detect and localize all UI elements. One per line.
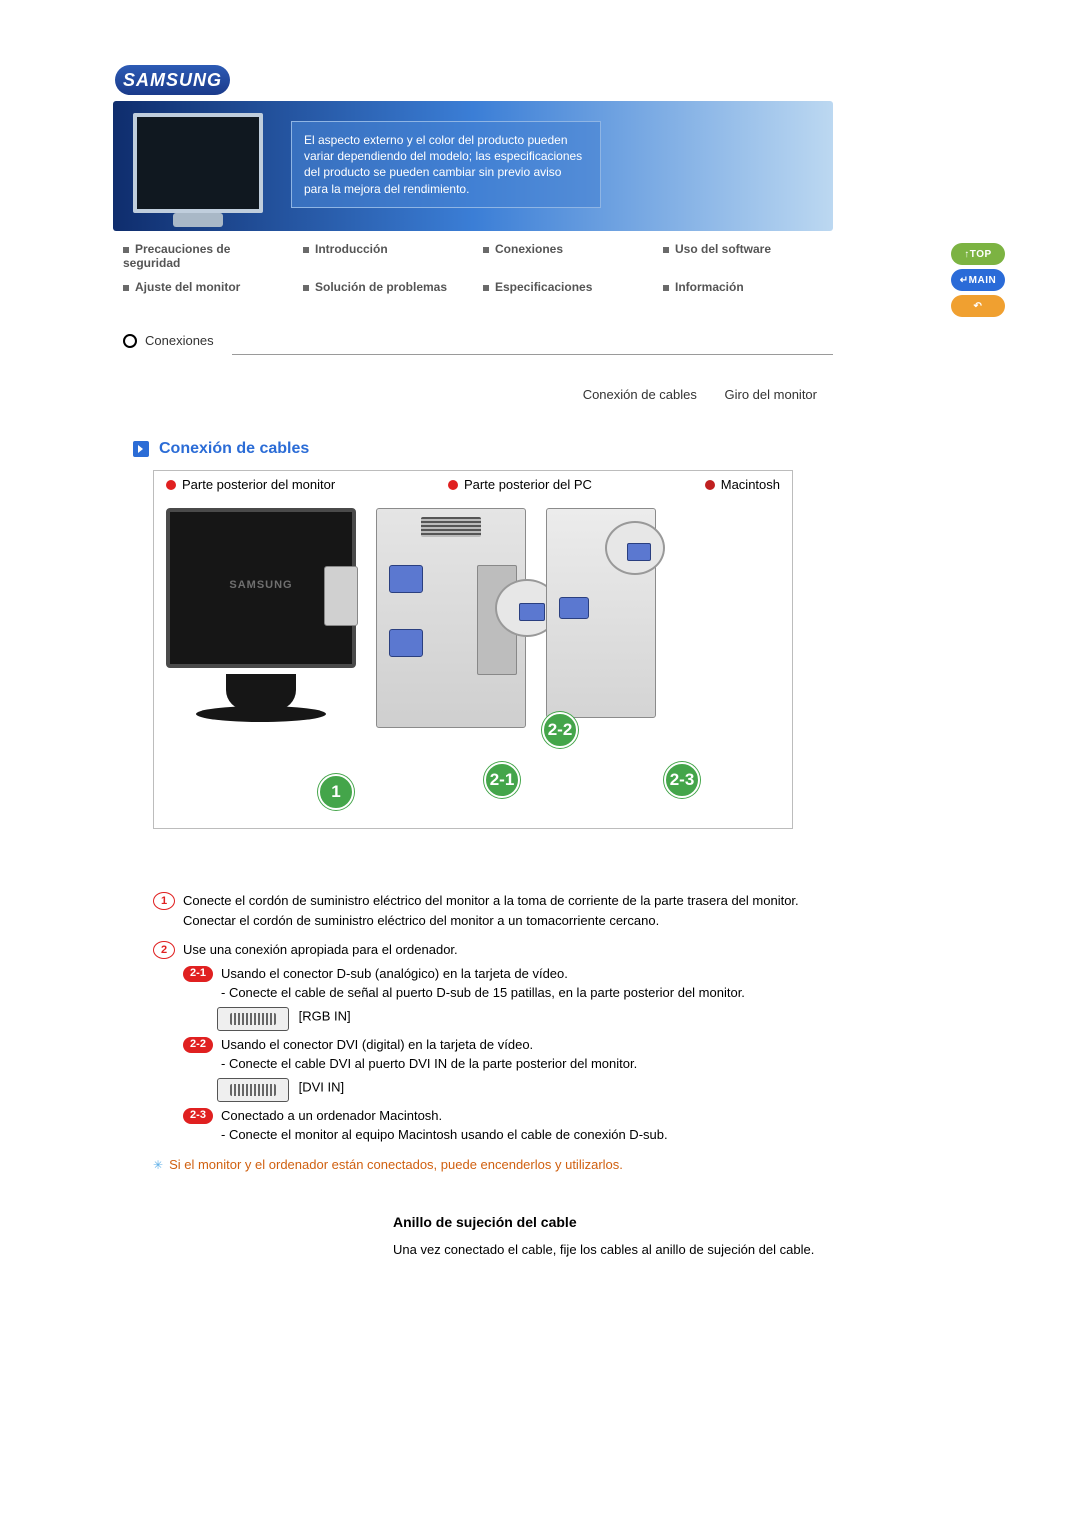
section-title: Conexión de cables (159, 440, 309, 458)
nav-conexiones[interactable]: Conexiones (473, 237, 653, 275)
pill-2-3: 2-3 (183, 1108, 213, 1124)
tab-header: Conexiones (113, 327, 833, 355)
nav-precauciones[interactable]: Precauciones de seguridad (113, 237, 293, 275)
step2-2-title: Usando el conector DVI (digital) en la t… (221, 1035, 637, 1055)
subtab-conexion-cables[interactable]: Conexión de cables (583, 387, 697, 402)
main-label: MAIN (969, 275, 997, 286)
back-button[interactable]: ↶ (951, 295, 1005, 317)
label-monitor: Parte posterior del monitor (166, 477, 335, 492)
nav-uso-software[interactable]: Uso del software (653, 237, 833, 275)
header-banner: El aspecto externo y el color del produc… (113, 101, 833, 231)
rgb-port-icon (217, 1007, 289, 1031)
label-pc: Parte posterior del PC (448, 477, 592, 492)
step1-line1: Conecte el cordón de suministro eléctric… (183, 891, 799, 911)
diagram-monitor-brand: SAMSUNG (229, 579, 292, 591)
callout-1: 1 (318, 774, 354, 810)
step2-1-desc: - Conecte el cable de señal al puerto D-… (221, 983, 745, 1003)
nav-ajuste[interactable]: Ajuste del monitor (113, 275, 293, 299)
top-button[interactable]: ↑ TOP (951, 243, 1005, 265)
step2-2-desc: - Conecte el cable DVI al puerto DVI IN … (221, 1054, 637, 1074)
diagram-mac (546, 508, 656, 718)
instruction-steps: 1 Conecte el cordón de suministro eléctr… (153, 891, 813, 1174)
brand-logo: SAMSUNG (115, 65, 230, 95)
label-mac: Macintosh (705, 477, 780, 492)
banner-notice: El aspecto externo y el color del produc… (291, 121, 601, 208)
tab-conexiones[interactable]: Conexiones (113, 328, 232, 355)
banner-monitor-image (133, 113, 263, 213)
footnote: Si el monitor y el ordenador están conec… (153, 1155, 813, 1175)
top-label: TOP (970, 249, 992, 260)
step2-3-title: Conectado a un ordenador Macintosh. (221, 1106, 668, 1126)
section-icon (133, 441, 149, 457)
rgb-port-label: [RGB IN] (299, 1008, 351, 1023)
nav-especificaciones[interactable]: Especificaciones (473, 275, 653, 299)
nav-solucion[interactable]: Solución de problemas (293, 275, 473, 299)
back-label: ↶ (974, 301, 983, 312)
step-number-2: 2 (153, 941, 175, 959)
step2-1-title: Usando el conector D-sub (analógico) en … (221, 964, 745, 984)
nav-introduccion[interactable]: Introducción (293, 237, 473, 275)
connection-diagram: Parte posterior del monitor Parte poster… (153, 470, 793, 829)
dvi-port-label: [DVI IN] (299, 1079, 345, 1094)
diagram-monitor-ports (324, 566, 358, 626)
step2-3-desc: - Conecte el monitor al equipo Macintosh… (221, 1125, 668, 1145)
ring-title: Anillo de sujeción del cable (393, 1214, 823, 1230)
pill-2-2: 2-2 (183, 1037, 213, 1053)
step2-lead: Use una conexión apropiada para el orden… (183, 940, 745, 960)
diagram-mac-zoom (605, 521, 665, 575)
sub-tabs: Conexión de cables Giro del monitor (113, 387, 833, 402)
main-button[interactable]: ↵ MAIN (951, 269, 1005, 291)
nav-informacion[interactable]: Información (653, 275, 833, 299)
callout-2-1: 2-1 (484, 762, 520, 798)
step1-line2: Conectar el cordón de suministro eléctri… (183, 911, 799, 931)
dvi-port-icon (217, 1078, 289, 1102)
diagram-pc (376, 508, 526, 728)
ring-text: Una vez conectado el cable, fije los cab… (393, 1240, 823, 1260)
callout-2-2: 2-2 (542, 712, 578, 748)
pill-2-1: 2-1 (183, 966, 213, 982)
callout-2-3: 2-3 (664, 762, 700, 798)
diagram-monitor: SAMSUNG (166, 508, 356, 668)
step-number-1: 1 (153, 892, 175, 910)
subtab-giro-monitor[interactable]: Giro del monitor (725, 387, 817, 402)
main-nav: Precauciones de seguridad Introducción C… (113, 237, 833, 299)
